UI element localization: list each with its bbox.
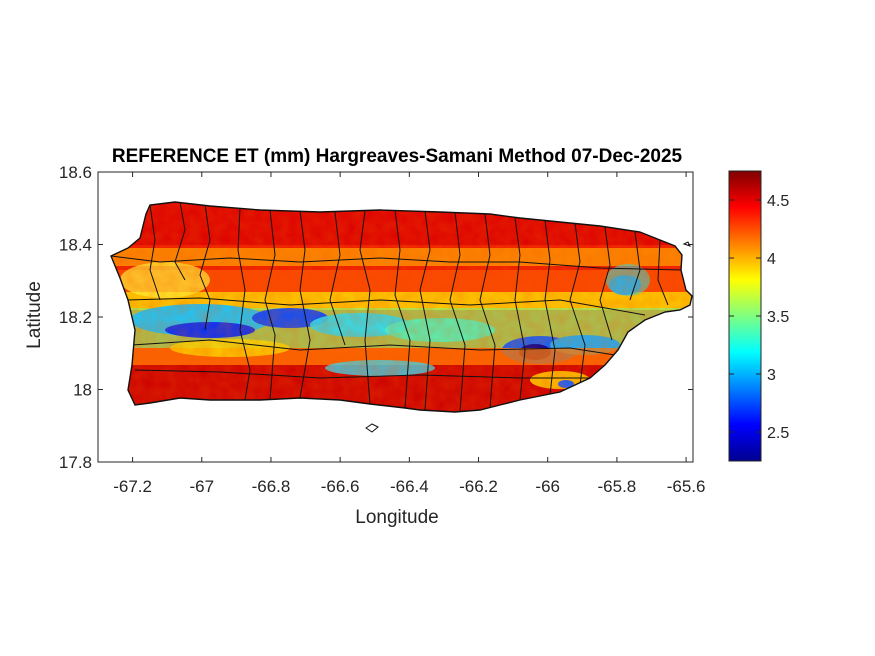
municipality-boundaries [111,202,682,412]
x-tick-label: -65.6 [667,477,706,496]
chart-title: REFERENCE ET (mm) Hargreaves-Samani Meth… [112,146,683,167]
x-tick-label: -66.2 [459,477,498,496]
y-tick-label: 18 [73,381,92,400]
y-tick-label: 17.8 [59,453,92,472]
x-tick-label: -66.4 [390,477,429,496]
y-tick-label: 18.4 [59,236,92,255]
y-axis: 17.8 18 18.2 18.4 18.6 [59,163,693,472]
colorbar-tick-label: 4 [767,251,776,268]
x-tick-label: -65.8 [598,477,637,496]
y-axis-label: Latitude [24,281,45,349]
x-tick-label: -66.8 [252,477,291,496]
colorbar-tick-label: 2.5 [767,425,789,442]
colorbar [728,170,762,462]
y-tick-label: 18.6 [59,163,92,182]
x-tick-label: -67.2 [113,477,152,496]
colorbar-tick-label: 3 [767,367,776,384]
x-axis-label: Longitude [355,507,438,528]
x-tick-label: -66 [535,477,560,496]
y-tick-label: 18.2 [59,308,92,327]
x-axis: -67.2 -67 -66.8 -66.6 -66.4 -66.2 -66 -65.8 -65.… [113,172,705,496]
offshore-island [365,423,379,433]
x-tick-label: -66.6 [321,477,360,496]
colorbar-ticks: 2.5 3 3.5 4 4.5 [729,193,789,442]
x-tick-label: -67 [189,477,214,496]
colorbar-tick-label: 4.5 [767,193,789,210]
colorbar-tick-label: 3.5 [767,309,789,326]
